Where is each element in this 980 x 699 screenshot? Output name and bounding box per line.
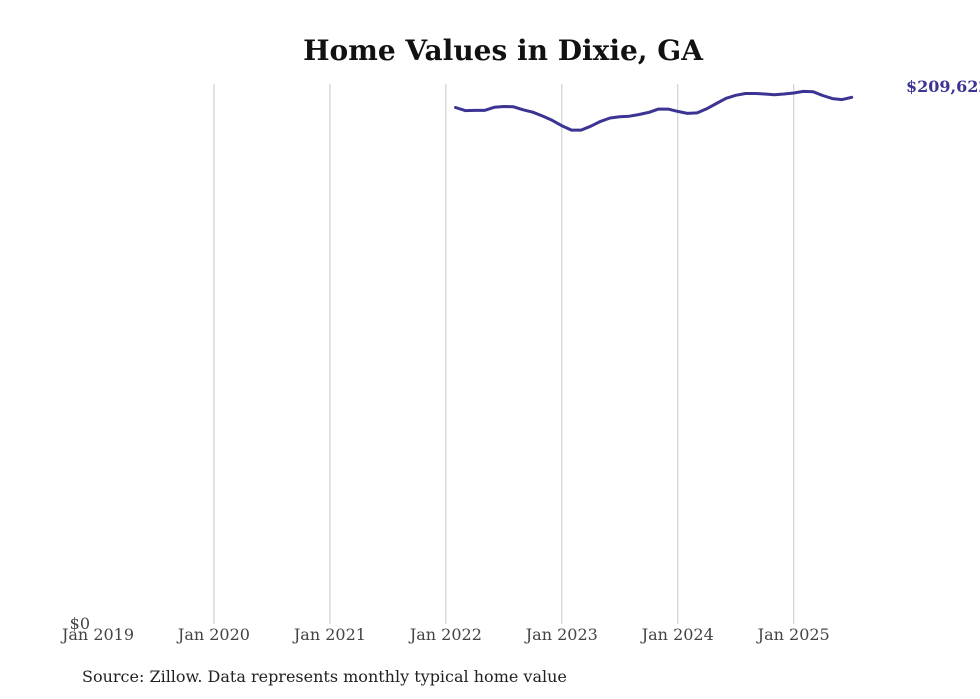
- x-axis-ticks: Jan 2019 Jan 2020 Jan 2021 Jan 2022 Jan 2023…: [60, 625, 830, 644]
- y-axis-ticks: $0: [70, 614, 90, 633]
- x-tick-label: Jan 2024: [640, 625, 714, 644]
- x-tick-label: Jan 2023: [524, 625, 598, 644]
- x-tick-label: Jan 2020: [176, 625, 250, 644]
- y-tick-label: $0: [70, 614, 90, 633]
- x-tick-label: Jan 2022: [408, 625, 482, 644]
- x-tick-label: Jan 2021: [292, 625, 366, 644]
- source-note: Source: Zillow. Data represents monthly …: [82, 667, 567, 686]
- last-value-label: $209,622: [906, 77, 980, 96]
- home-value-line: [454, 89, 854, 132]
- chart-title: Home Values in Dixie, GA: [303, 34, 704, 67]
- x-tick-label: Jan 2025: [756, 625, 830, 644]
- series-layer: [454, 89, 854, 132]
- x-tick-label: Jan 2019: [60, 625, 134, 644]
- gridlines: [213, 84, 795, 624]
